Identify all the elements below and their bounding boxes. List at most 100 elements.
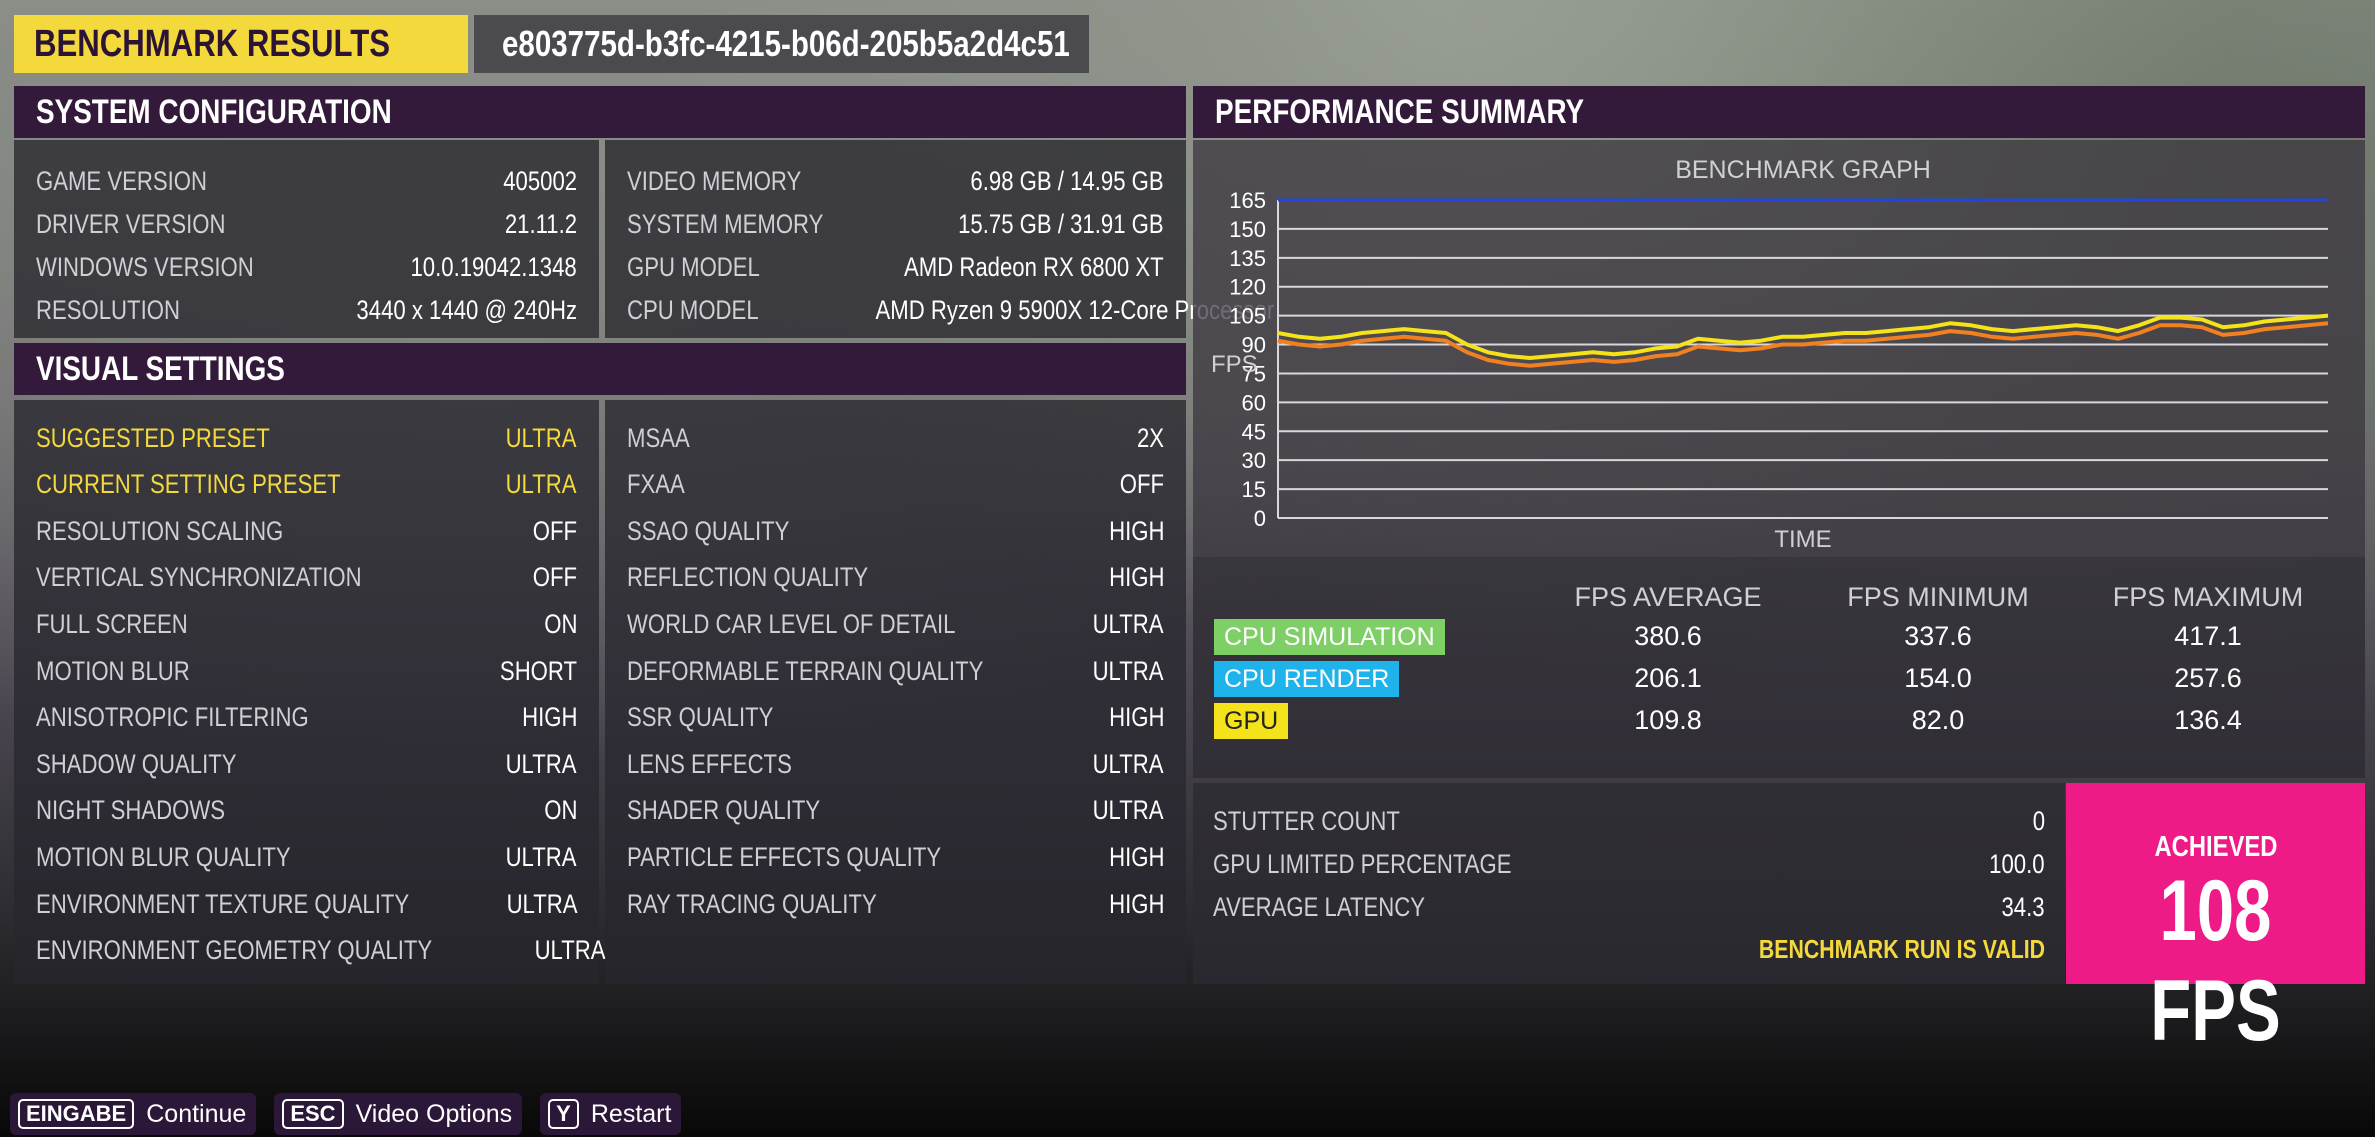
setting-label: RESOLUTION SCALING — [36, 515, 284, 546]
fps-value: 337.6 — [1904, 621, 1972, 651]
setting-value: ULTRA — [506, 422, 577, 453]
setting-label: WORLD CAR LEVEL OF DETAIL — [627, 608, 956, 639]
setting-row: SHADER QUALITY ULTRA — [627, 791, 1164, 831]
setting-row: RAY TRACING QUALITY HIGH — [627, 884, 1164, 924]
setting-value: ULTRA — [506, 888, 578, 919]
setting-label: CURRENT SETTING PRESET — [36, 469, 341, 500]
run-id-badge: e803775d-b3fc-4215-b06d-205b5a2d4c51 — [474, 15, 1089, 73]
setting-value: ULTRA — [506, 469, 577, 500]
stutter-count-value: 0 — [2032, 805, 2045, 836]
setting-label: ENVIRONMENT TEXTURE QUALITY — [36, 888, 410, 919]
setting-label: SSR QUALITY — [627, 702, 774, 733]
setting-label: ENVIRONMENT GEOMETRY QUALITY — [36, 935, 433, 966]
setting-label: VERTICAL SYNCHRONIZATION — [36, 562, 362, 593]
setting-row: SSR QUALITY HIGH — [627, 698, 1164, 738]
setting-label: RESOLUTION — [36, 294, 180, 325]
continue-label: Continue — [146, 1099, 247, 1128]
setting-row: NIGHT SHADOWS ON — [36, 791, 577, 831]
setting-value: 405002 — [503, 165, 577, 196]
fps-column-header: FPS AVERAGE — [1574, 582, 1762, 612]
setting-label: LENS EFFECTS — [627, 748, 792, 779]
average-latency-label: AVERAGE LATENCY — [1213, 891, 1426, 922]
benchmark-valid-text: BENCHMARK RUN IS VALID — [1758, 933, 2045, 964]
setting-row: SSAO QUALITY HIGH — [627, 511, 1164, 551]
setting-label: MOTION BLUR QUALITY — [36, 841, 291, 872]
performance-summary-title: PERFORMANCE SUMMARY — [1215, 93, 1585, 131]
fps-stats-panel: FPS AVERAGE FPS MINIMUM FPS MAXIMUM CPU SIM… — [1193, 557, 2365, 778]
fps-column-header: FPS MINIMUM — [1847, 582, 2029, 612]
page-title: BENCHMARK RESULTS — [14, 15, 468, 73]
setting-label: SHADOW QUALITY — [36, 748, 237, 779]
y-tick-label: 120 — [1229, 275, 1266, 300]
y-tick-label: 165 — [1229, 188, 1266, 213]
setting-label: GAME VERSION — [36, 165, 208, 196]
setting-label: CPU MODEL — [627, 294, 759, 325]
setting-row: CURRENT SETTING PRESET ULTRA — [36, 465, 577, 505]
achieved-label: ACHIEVED — [2066, 831, 2365, 864]
setting-row: SHADOW QUALITY ULTRA — [36, 744, 577, 784]
setting-row: PARTICLE EFFECTS QUALITY HIGH — [627, 837, 1164, 877]
setting-row: DRIVER VERSION 21.11.2 — [36, 204, 577, 244]
y-tick-label: 0 — [1254, 506, 1266, 531]
setting-row: SUGGESTED PRESET ULTRA — [36, 418, 577, 458]
y-tick-label: 15 — [1242, 477, 1266, 502]
setting-value: 6.98 GB / 14.95 GB — [970, 165, 1164, 196]
fps-value: 136.4 — [2174, 705, 2242, 735]
setting-value: ULTRA — [506, 748, 577, 779]
setting-value: HIGH — [521, 702, 577, 733]
setting-row: MOTION BLUR QUALITY ULTRA — [36, 837, 577, 877]
gpu-limited-label: GPU LIMITED PERCENTAGE — [1213, 848, 1512, 879]
achieved-fps-badge: ACHIEVED 108 FPS — [2066, 783, 2365, 1059]
continue-button[interactable]: EINGABE Continue — [10, 1093, 257, 1135]
setting-row: MSAA 2X — [627, 418, 1164, 458]
y-tick-label: 60 — [1242, 390, 1266, 415]
setting-value: 10.0.19042.1348 — [410, 251, 577, 282]
gpu-limited-row: GPU LIMITED PERCENTAGE 100.0 — [1213, 844, 2045, 884]
extra-stats-panel: STUTTER COUNT 0 GPU LIMITED PERCENTAGE 1… — [1193, 783, 2065, 984]
setting-row: GPU MODEL AMD Radeon RX 6800 XT — [627, 247, 1164, 287]
setting-row: ENVIRONMENT TEXTURE QUALITY ULTRA — [36, 884, 578, 924]
setting-label: FXAA — [627, 469, 685, 500]
setting-row: REFLECTION QUALITY HIGH — [627, 558, 1164, 598]
visual-settings-left-panel: SUGGESTED PRESET ULTRA CURRENT SETTING PRE… — [14, 400, 606, 984]
y-tick-label: 90 — [1242, 333, 1266, 358]
setting-value: 21.11.2 — [504, 208, 577, 239]
enter-key-icon: EINGABE — [18, 1099, 135, 1129]
gpu-limited-value: 100.0 — [1989, 848, 2045, 879]
fps-value: 82.0 — [1911, 705, 1965, 735]
setting-row: DEFORMABLE TERRAIN QUALITY ULTRA — [627, 651, 1164, 691]
fps-row-label: CPU SIMULATION — [1214, 619, 1445, 655]
setting-row: ANISOTROPIC FILTERING HIGH — [36, 698, 577, 738]
fps-value: 206.1 — [1634, 663, 1702, 693]
fps-row-label: CPU RENDER — [1214, 661, 1400, 697]
stutter-count-row: STUTTER COUNT 0 — [1213, 801, 2045, 841]
video-options-button[interactable]: ESC Video Options — [274, 1093, 523, 1135]
setting-row: GAME VERSION 405002 — [36, 161, 577, 201]
setting-value: 2X — [1136, 422, 1164, 453]
setting-label: FULL SCREEN — [36, 608, 188, 639]
setting-label: NIGHT SHADOWS — [36, 795, 226, 826]
setting-label: MOTION BLUR — [36, 655, 190, 686]
restart-label: Restart — [590, 1099, 672, 1128]
y-tick-label: 105 — [1229, 304, 1266, 329]
valid-row: BENCHMARK RUN IS VALID — [1213, 929, 2045, 969]
setting-label: DRIVER VERSION — [36, 208, 226, 239]
setting-label: DEFORMABLE TERRAIN QUALITY — [627, 655, 984, 686]
setting-label: VIDEO MEMORY — [627, 165, 802, 196]
series-line — [1277, 313, 2329, 360]
restart-button[interactable]: Y Restart — [540, 1093, 682, 1135]
setting-label: RAY TRACING QUALITY — [627, 888, 877, 919]
y-tick-label: 135 — [1229, 246, 1266, 271]
fps-value: 154.0 — [1904, 663, 1972, 693]
average-latency-value: 34.3 — [2001, 891, 2045, 922]
setting-value: ULTRA — [1093, 795, 1164, 826]
fps-value: 109.8 — [1634, 705, 1702, 735]
system-configuration-header: SYSTEM CONFIGURATION — [14, 86, 1186, 138]
average-latency-row: AVERAGE LATENCY 34.3 — [1213, 887, 2045, 927]
setting-label: SSAO QUALITY — [627, 515, 790, 546]
setting-label: REFLECTION QUALITY — [627, 562, 869, 593]
y-tick-label: 150 — [1229, 217, 1266, 242]
setting-value: HIGH — [1108, 888, 1164, 919]
setting-value: ULTRA — [506, 841, 577, 872]
fps-value: 257.6 — [2174, 663, 2242, 693]
